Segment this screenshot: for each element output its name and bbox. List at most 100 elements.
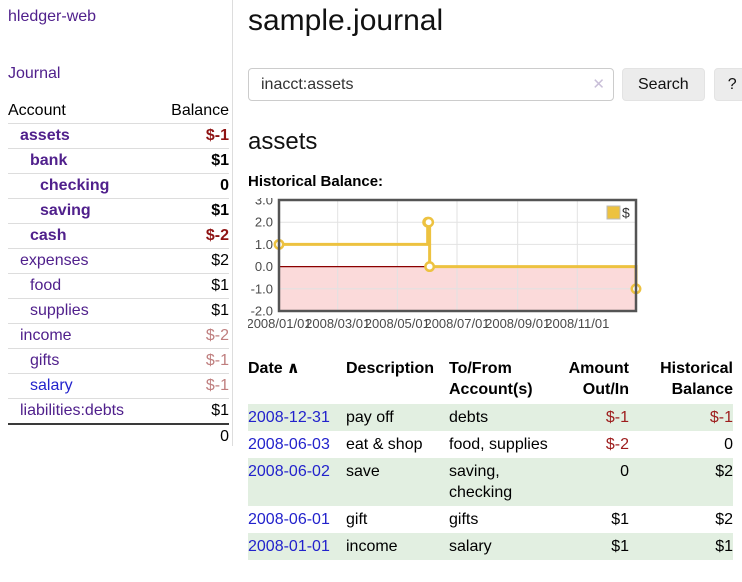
account-link-supplies[interactable]: supplies [30,302,89,319]
x-axis-tick-label: 2008/11/01 [545,316,609,331]
transaction-amount: $1 [611,538,629,555]
y-axis-tick-label: 1.0 [255,237,273,252]
account-link-income[interactable]: income [20,327,72,344]
transaction-row: 2008-06-01 gift gifts $1 $2 [248,506,733,533]
transaction-row: 2008-06-03 eat & shop food, supplies $-2 0 [248,431,733,458]
account-link-gifts[interactable]: gifts [30,352,60,369]
transaction-accounts: salary [449,538,492,555]
account-row: liabilities:debts $1 [8,398,229,425]
account-link-expenses[interactable]: expenses [20,252,89,269]
page-title: sample.journal [248,4,444,37]
sidebar: hledger-web Journal Account Balance asse… [0,0,233,446]
x-axis-tick-label: 2008/05/01 [365,316,430,331]
account-row: checking 0 [8,173,229,199]
balance-column-header: Balance [171,102,229,119]
account-balance: $1 [211,277,229,294]
data-point-marker [424,261,436,273]
account-balance: $-2 [205,327,229,344]
account-balance: $-2 [205,227,229,244]
account-balance: $-1 [205,127,229,144]
account-balance: $1 [211,402,229,419]
account-row: income $-2 [8,323,229,349]
transaction-date-link[interactable]: 2008-12-31 [248,409,330,426]
historical-balance-chart: $3.0 2.0 1.0 0.0 -1.0 -2.0 2008/01/01 2008/03/0… [246,193,742,336]
account-link-bank[interactable]: bank [30,152,68,169]
transaction-balance: $2 [715,463,733,480]
account-balance: $-1 [205,377,229,394]
register-table-body: 2008-12-31 pay off debts $-1 $-1 2008-06-03 ea… [248,404,733,560]
transaction-description: pay off [346,409,394,426]
register-column-header: To/From Account(s) [449,360,533,398]
transaction-balance: 0 [724,436,733,453]
transaction-accounts: saving, checking [449,463,513,501]
transaction-balance: $-1 [709,409,733,426]
help-button[interactable]: ? [713,68,742,101]
account-row: salary $-1 [8,373,229,399]
account-link-checking[interactable]: checking [40,177,110,194]
account-balance: $2 [211,252,229,269]
register-column-header: Description [346,360,435,377]
transaction-row: 2008-12-31 pay off debts $-1 $-1 [248,404,733,431]
account-link-salary[interactable]: salary [30,377,73,394]
account-row: expenses $2 [8,248,229,274]
x-axis-tick-label: 2008/01/01 [248,316,312,331]
y-axis-tick-label: 0.0 [255,259,273,274]
transaction-date-link[interactable]: 2008-06-01 [248,511,330,528]
transaction-description: income [346,538,398,555]
account-balance: $1 [211,152,229,169]
transaction-date-link[interactable]: 2008-06-03 [248,436,330,453]
clear-search-icon[interactable]: ✕ [592,76,605,93]
y-axis-tick-label: 3.0 [255,198,273,208]
account-row: supplies $1 [8,298,229,324]
account-row: food $1 [8,273,229,299]
accounts-table-header: Account Balance [8,99,229,124]
account-row: assets $-1 [8,123,229,149]
register-column-header: Amount Out/In [568,360,629,398]
search-input[interactable] [248,68,614,101]
account-row: gifts $-1 [8,348,229,374]
account-row: bank $1 [8,148,229,174]
transaction-balance: $2 [715,511,733,528]
account-balance: 0 [220,177,229,194]
account-row: cash $-2 [8,223,229,249]
transaction-accounts: food, supplies [449,436,548,453]
transaction-date-link[interactable]: 2008-06-02 [248,463,330,480]
transaction-amount: 0 [620,463,629,480]
app-title-link[interactable]: hledger-web [8,8,97,25]
account-link-assets[interactable]: assets [20,127,70,144]
sort-ascending-icon: ∧ [286,360,300,377]
search-button[interactable]: Search [622,68,705,101]
legend-swatch [606,205,621,220]
register-header-row: Date ∧ Description To/From Account(s) Amount O… [248,356,733,404]
transaction-row: 2008-06-02 save saving, checking 0 $2 [248,458,733,506]
register-column-header[interactable]: Date ∧ [248,360,300,377]
y-axis-tick-label: 2.0 [255,215,273,230]
account-link-liabilities-debts[interactable]: liabilities:debts [20,402,125,419]
main-content: sample.journal ✕ Search ? assets Histori… [246,0,742,560]
account-row: saving $1 [8,198,229,224]
register-table: Date ∧ Description To/From Account(s) Amount O… [248,356,733,560]
register-column-header: Historical Balance [660,360,733,398]
chart-title: Historical Balance: [248,173,384,190]
y-axis-tick-label: -1.0 [251,281,273,296]
transaction-accounts: gifts [449,511,479,528]
x-axis-tick-label: 2008/03/01 [305,316,370,331]
account-link-saving[interactable]: saving [40,202,91,219]
accounts-table-body: assets $-1 bank $1 checking 0 saving $1 cash $-2 e… [8,123,229,425]
plot-border [277,198,638,313]
legend-label: $ [622,205,630,221]
transaction-row: 2008-01-01 income salary $1 $1 [248,533,733,560]
transaction-description: save [346,463,380,480]
transaction-amount: $1 [611,511,629,528]
transaction-date-link[interactable]: 2008-01-01 [248,538,330,555]
account-balance: $-1 [205,352,229,369]
account-link-food[interactable]: food [30,277,62,294]
account-heading: assets [248,128,318,155]
accounts-balance-table: Account Balance assets $-1 bank $1 checking 0… [8,99,229,449]
y-axis-tick-label: -2.0 [251,304,273,319]
transaction-balance: $1 [715,538,733,555]
account-link-cash[interactable]: cash [30,227,67,244]
transaction-description: gift [346,511,368,528]
sidebar-item-journal[interactable]: Journal [8,65,61,82]
transaction-amount: $-1 [605,409,629,426]
